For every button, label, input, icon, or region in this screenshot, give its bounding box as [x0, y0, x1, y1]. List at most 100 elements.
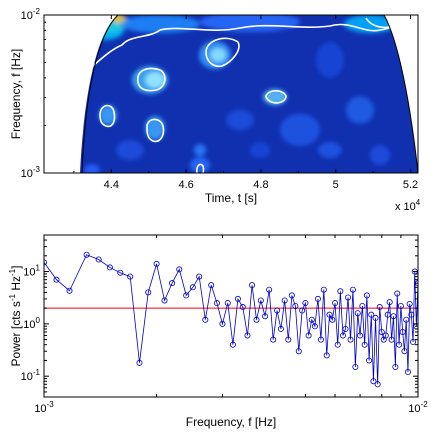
top-y-axis-label: Frequency, f [Hz]: [9, 49, 23, 139]
x-multiplier-label: x 104: [395, 198, 421, 213]
data-point: [229, 341, 236, 348]
heat-blob: [316, 42, 344, 78]
data-point: [334, 341, 341, 348]
data-point: [253, 316, 260, 323]
heatmap-background: [44, 15, 418, 173]
heat-blob: [250, 142, 270, 158]
data-point: [136, 359, 143, 366]
top-x-tick-label: 5: [333, 179, 339, 191]
data-point: [244, 332, 251, 339]
wavelet-heatmap: [44, 15, 418, 173]
heat-blob: [344, 15, 396, 33]
data-point: [106, 264, 113, 271]
data-point: [320, 286, 327, 293]
data-point: [323, 352, 330, 359]
data-point: [326, 311, 333, 318]
bottom-plot-frame: [43, 234, 419, 398]
data-point: [208, 282, 215, 289]
top-x-tick-label: 4.4: [104, 179, 119, 191]
data-point: [53, 276, 60, 283]
data-point: [95, 256, 102, 263]
top-x-axis-label: Time, t [s]: [205, 191, 257, 205]
data-point: [342, 325, 349, 332]
power-series-line: [44, 254, 418, 385]
data-point: [394, 290, 401, 297]
data-point: [285, 336, 292, 343]
significance-contour: [196, 163, 205, 173]
bottom-y-tick-label: 10-1: [21, 368, 41, 383]
heat-blob: [194, 144, 206, 156]
data-point: [372, 314, 379, 321]
data-point: [311, 323, 318, 330]
bottom-y-tick-label: 100: [23, 316, 40, 331]
data-point: [374, 381, 381, 388]
heat-blob: [84, 164, 100, 173]
data-point: [83, 251, 90, 258]
heat-blob: [386, 15, 414, 28]
data-point: [399, 328, 406, 335]
bottom-x-tick-label: 10-3: [34, 400, 54, 415]
heat-blob: [200, 15, 300, 32]
wavelet-panel: 4.4 4.6 4.8 5 5.2 10-3 10-2 Time, t [s] x 104…: [9, 7, 421, 213]
data-point: [257, 297, 264, 304]
data-point: [202, 316, 209, 323]
data-point: [401, 348, 408, 355]
data-point: [390, 313, 397, 320]
data-point: [239, 304, 246, 311]
heat-blob: [145, 72, 165, 88]
data-point: [176, 266, 183, 273]
data-point: [361, 341, 368, 348]
data-point: [288, 292, 295, 299]
data-point: [161, 297, 168, 304]
top-y-tick-label: 10-3: [21, 165, 41, 180]
data-point: [224, 300, 231, 307]
data-point: [370, 378, 377, 385]
data-point: [234, 295, 241, 302]
data-point: [339, 332, 346, 339]
data-point: [363, 292, 370, 299]
data-point: [376, 304, 383, 311]
significance-contour: [146, 118, 165, 143]
bottom-y-axis-label: Power [cts s-1 Hz-1]: [8, 266, 23, 367]
data-point: [397, 302, 404, 309]
data-point: [213, 300, 220, 307]
data-point: [266, 286, 273, 293]
data-point: [396, 341, 403, 348]
data-point: [292, 302, 299, 309]
data-point: [345, 294, 352, 301]
data-point: [153, 260, 160, 267]
top-y-tick-label: 10-2: [21, 7, 41, 22]
top-x-tick-label: 5.2: [403, 179, 418, 191]
significance-contour: [99, 104, 116, 128]
data-point: [359, 302, 366, 309]
power-panel: 10-3 10-2 101 100 10-1 Frequency, f [Hz] Po…: [8, 234, 428, 429]
heat-blob: [116, 140, 144, 160]
data-point: [270, 336, 277, 343]
data-point: [410, 339, 417, 346]
bottom-x-axis-label: Frequency, f [Hz]: [186, 415, 276, 429]
data-point: [189, 284, 196, 291]
data-point: [249, 282, 256, 289]
data-point: [295, 348, 302, 355]
heat-blob: [346, 96, 374, 124]
heat-blob: [99, 105, 117, 125]
heat-blob: [280, 114, 320, 146]
significance-contour: [265, 90, 287, 104]
top-plot-frame: [43, 14, 419, 174]
data-point: [404, 369, 411, 376]
data-point: [332, 300, 339, 307]
data-point: [368, 311, 375, 318]
heat-blob: [210, 48, 226, 62]
data-point: [117, 269, 124, 276]
data-point: [382, 332, 389, 339]
data-point: [219, 320, 226, 327]
data-point: [354, 310, 361, 317]
data-point: [308, 316, 315, 323]
data-point: [337, 288, 344, 295]
data-point: [262, 313, 269, 320]
top-x-tick-label: 4.6: [178, 179, 193, 191]
bottom-x-tick-label: 10-2: [408, 400, 428, 415]
data-point: [299, 307, 306, 314]
